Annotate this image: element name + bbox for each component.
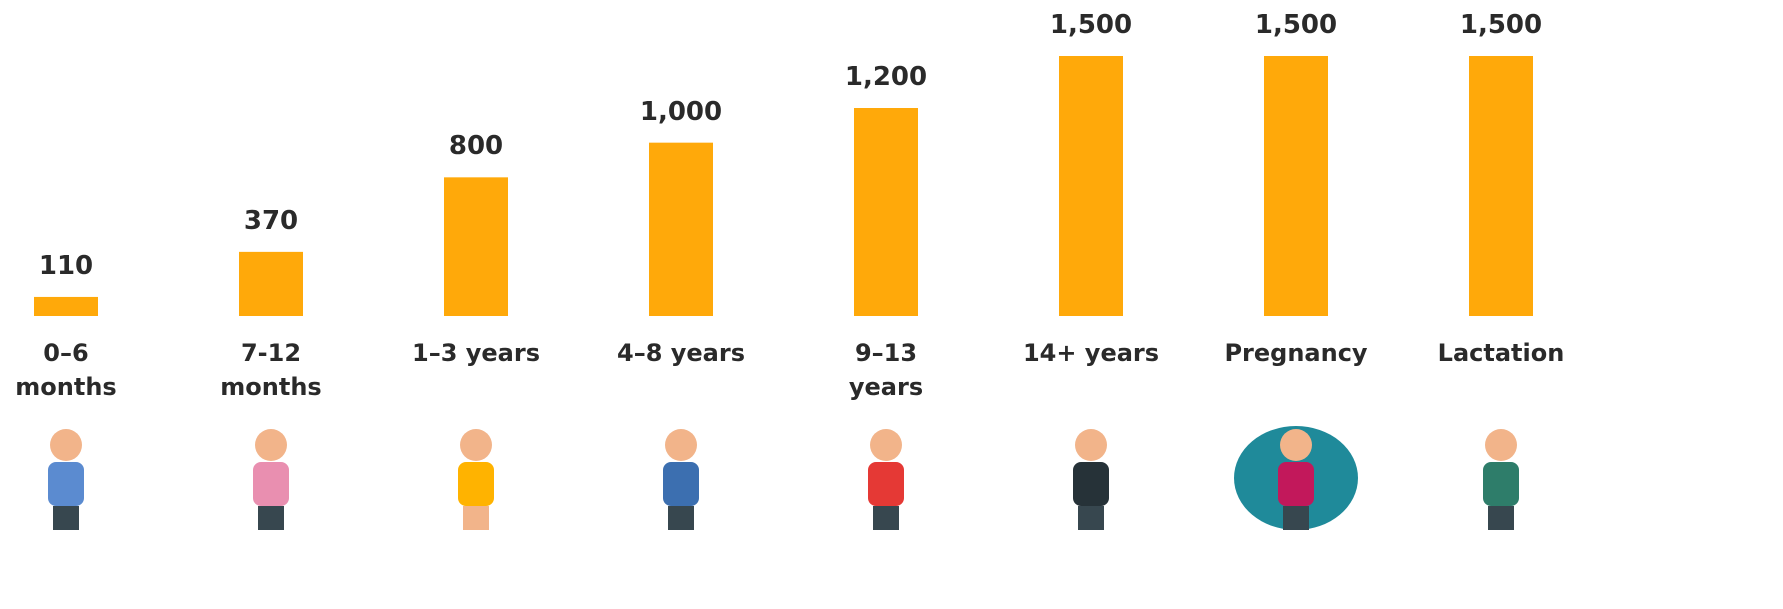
icon-body — [663, 462, 699, 506]
bar — [1264, 56, 1328, 316]
value-label: 370 — [243, 205, 299, 236]
x-tick-label: 0–6 months — [15, 339, 117, 401]
value-label: 1,500 — [1254, 10, 1338, 40]
value-label: 110 — [38, 250, 94, 281]
icon-body — [48, 462, 84, 506]
icon-body — [1483, 462, 1519, 506]
icon-head — [665, 429, 697, 461]
icon-legs — [873, 506, 899, 530]
value-label: 1,200 — [844, 62, 928, 92]
x-tick-label: 14+ years — [1022, 339, 1160, 367]
icon-body — [1073, 462, 1109, 506]
x-tick-label: 1–3 years — [412, 339, 540, 367]
bar — [649, 142, 713, 316]
x-tick-label: Pregnancy — [1224, 339, 1368, 367]
icon-legs — [668, 506, 694, 530]
icon-body — [253, 462, 289, 506]
x-tick-label: 9–13 years — [848, 339, 924, 401]
bar — [444, 177, 508, 316]
x-tick-label: Lactation — [1437, 339, 1565, 367]
icon-legs — [53, 506, 79, 530]
value-label: 800 — [448, 131, 504, 162]
icon-legs — [258, 506, 284, 530]
icon-head — [870, 429, 902, 461]
x-tick-label: 4–8 years — [617, 339, 745, 367]
icon-legs — [1283, 506, 1309, 530]
bar — [1059, 56, 1123, 316]
value-label: 1,000 — [639, 96, 723, 127]
icon-legs — [1488, 506, 1514, 530]
bar — [34, 296, 98, 316]
icon-legs — [463, 506, 489, 530]
icon-body — [458, 462, 494, 506]
icon-head — [460, 429, 492, 461]
value-label: 1,500 — [1459, 10, 1543, 40]
icon-head — [50, 429, 82, 461]
icon-head — [1485, 429, 1517, 461]
bar — [854, 108, 918, 316]
value-label: 1,500 — [1049, 10, 1133, 40]
icon-body — [1278, 462, 1314, 506]
x-tick-label: 7-12 months — [220, 339, 322, 401]
bar — [239, 251, 303, 316]
bar — [1469, 56, 1533, 316]
icon-head — [255, 429, 287, 461]
icon-legs — [1078, 506, 1104, 530]
icon-body — [868, 462, 904, 506]
icon-head — [1075, 429, 1107, 461]
icon-head — [1280, 429, 1312, 461]
